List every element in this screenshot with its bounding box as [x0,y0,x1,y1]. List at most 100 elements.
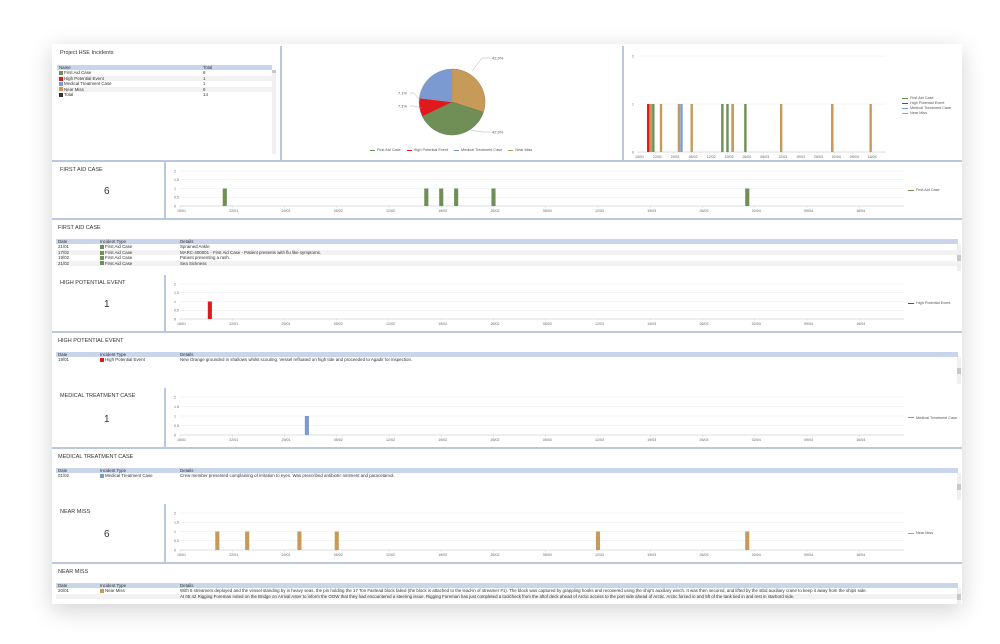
detail-text: At 05:42 Rigging Foreman noted on the Br… [180,593,795,599]
legend-swatch [59,87,63,92]
detail-scrollbar[interactable] [957,244,961,271]
chart-legend[interactable]: First Aid Case [908,188,940,192]
overview-legend-item[interactable]: First Aid Case [902,96,951,101]
x-tick-label: 15/01 [177,553,186,557]
bar [744,104,747,152]
x-tick-label: 12/03 [595,209,604,213]
bar [649,104,652,152]
overview-legend-item[interactable]: Near Miss [902,111,951,116]
bar [207,301,212,319]
chart-legend[interactable]: Near Miss [908,531,933,535]
bar [731,104,734,152]
x-tick-label: 26/02 [742,155,751,159]
kpi-count: 6 [104,529,110,540]
detail-row[interactable]: 21/02 First Aid Case Sea Sickness [56,260,958,267]
x-tick-label: 05/02 [334,209,343,213]
col-date[interactable]: Date [58,239,68,244]
y-tick-label: 2 [632,54,634,58]
detail-scrollbar[interactable] [957,473,961,500]
col-date[interactable]: Date [58,583,68,588]
x-tick-label: 16/04 [868,155,877,159]
pie-legend-item[interactable]: First Aid Case [370,148,401,152]
kpi-panel-first_aid: FIRST AID CASE 6 [52,162,164,218]
overview-legend: First Aid Case High Potential Event Medica… [902,96,951,116]
y-tick-label: 0 [174,204,176,208]
summary-row[interactable]: Medical Treatment Case 1 [57,81,272,86]
type-swatch [100,474,104,479]
summary-row-total: 1 [203,75,206,81]
y-tick-label: 1 [632,102,634,106]
bar [726,104,729,152]
pie-legend-item[interactable]: Medical Treatment Case [454,148,502,152]
kpi-title: MEDICAL TREATMENT CASE [60,393,136,399]
summary-row[interactable]: Total 14 [57,92,272,97]
col-incident-type[interactable]: Incident Type [100,239,127,244]
detail-header-row: Date Incident Type Details [56,468,958,474]
x-tick-label: 02/04 [752,209,761,213]
detail-type: First Aid Case [105,244,133,250]
col-details[interactable]: Details [180,468,194,473]
detail-scrollbar[interactable] [957,357,961,384]
chart-legend[interactable]: Medical Treatment Case [908,416,957,420]
kpi-panel-medical: MEDICAL TREATMENT CASE 1 [52,388,164,447]
overview-legend-item[interactable]: Medical Treatment Case [902,106,951,111]
overview-legend-label: Medical Treatment Case [910,106,952,110]
summary-row[interactable]: First Aid Case 6 [57,70,272,75]
col-incident-type[interactable]: Incident Type [100,583,127,588]
col-details[interactable]: Details [180,583,194,588]
detail-date: 21/02 [58,260,69,266]
x-tick-label: 26/03 [699,209,708,213]
chart-panel-high_potential: 2 1.5 1 0.5 0 15/01 22/01 29/01 05/02 12/02 19/02 2… [166,275,962,331]
y-tick-label: 1.5 [174,291,179,295]
type-swatch [100,261,104,266]
pie-legend-item[interactable]: Near Miss [508,148,532,152]
bar [245,531,250,550]
y-tick-label: 0.5 [174,539,179,543]
pie-legend-item[interactable]: High Potential Event [406,148,448,152]
detail-panel-near_miss: NEAR MISS Date Incident Type Details 20/01 Ne… [52,564,962,604]
col-details[interactable]: Details [180,239,194,244]
detail-row[interactable]: 19/02 First Aid Case Patient presenting a … [56,255,958,260]
x-tick-label: 05/03 [543,322,552,326]
detail-header-row: Date Incident Type Details [56,352,958,358]
detail-row[interactable]: 01/02 Medical Treatment Case Crew member p… [56,473,958,478]
detail-title: FIRST AID CASE [58,225,101,231]
detail-panel-high_potential: HIGH POTENTIAL EVENT Date Incident Type Det… [52,333,962,388]
col-date[interactable]: Date [58,352,68,357]
overview-legend-item[interactable]: High Potential Event [902,101,951,106]
col-details[interactable]: Details [180,352,194,357]
col-incident-type[interactable]: Incident Type [100,352,127,357]
x-tick-label: 12/02 [386,322,395,326]
detail-type: First Aid Case [105,255,133,261]
detail-row[interactable]: At 05:42 Rigging Foreman noted on the Br… [56,593,958,600]
summary-row[interactable]: Near Miss 6 [57,86,272,93]
summary-row-total: 14 [203,92,208,98]
summary-row-total: 6 [203,86,206,92]
col-date[interactable]: Date [58,468,68,473]
x-tick-label: 29/01 [281,553,290,557]
bar [491,188,496,206]
y-tick-label: 2 [174,395,176,399]
detail-row[interactable]: 21/01 First Aid Case Sprained Ankle [56,244,958,249]
detail-row[interactable]: 17/02 First Aid Case MARC-400001 - First A… [56,249,958,256]
pie-panel: 42.9% 42.9% 7.1% 7.1% First Aid Case High… [282,44,622,160]
detail-row[interactable]: 20/01 Near Miss With 6 streamers deployed … [56,588,958,593]
x-tick-label: 02/04 [752,553,761,557]
overview-legend-label: Near Miss [910,111,928,115]
chart-legend[interactable]: High Potential Event [908,301,950,305]
bar [647,104,650,152]
detail-scrollbar[interactable] [957,588,961,604]
kpi-count: 1 [104,413,110,425]
summary-row[interactable]: High Potential Event 1 [57,75,272,82]
y-tick-label: 1 [174,300,176,304]
type-swatch [100,245,104,250]
detail-row[interactable]: 19/01 High Potential Event New Orange grou… [56,357,958,362]
summary-row-name: First Aid Case [64,70,92,76]
y-tick-label: 0 [174,433,176,437]
detail-date: 17/02 [58,249,69,255]
summary-scrollbar[interactable] [272,70,276,154]
legend-swatch [59,82,63,87]
summary-row-name: Medical Treatment Case [64,81,112,87]
x-tick-label: 16/04 [856,209,865,213]
col-incident-type[interactable]: Incident Type [100,468,127,473]
